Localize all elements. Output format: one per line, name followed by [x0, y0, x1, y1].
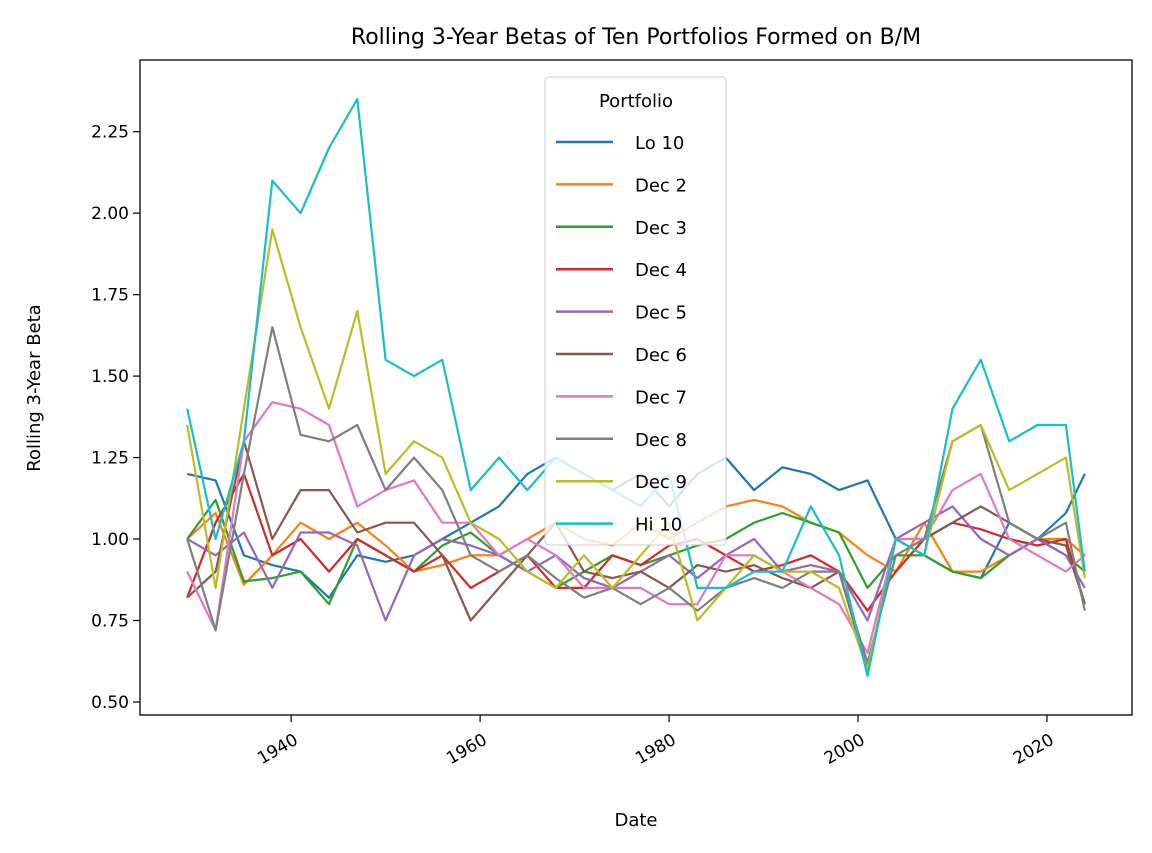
y-axis: 0.50 0.75 1.00 1.25 1.50 1.75 2.00 2.25 [91, 123, 140, 713]
legend-title: Portfolio [599, 91, 673, 112]
legend-item: Dec 7 [556, 387, 687, 408]
legend-label: Dec 7 [635, 387, 687, 408]
x-tick-label: 1960 [443, 730, 490, 769]
x-tick-label: 2000 [821, 730, 868, 769]
y-tick-label: 1.75 [91, 286, 129, 306]
legend-item: Dec 2 [556, 175, 687, 196]
series-line-dec-7 [186, 401, 1086, 655]
legend-label: Hi 10 [635, 515, 682, 536]
legend-label: Dec 9 [635, 472, 687, 493]
y-tick-label: 0.75 [91, 611, 129, 631]
legend-item: Dec 5 [556, 303, 687, 324]
legend-label: Dec 5 [635, 303, 687, 324]
plot-frame [139, 59, 1133, 716]
legend: Portfolio Lo 10 Dec 2 Dec 3 Dec 4 Dec 5 Dec 6… [544, 76, 727, 546]
legend-item: Hi 10 [556, 515, 682, 536]
y-tick-label: 2.00 [91, 204, 129, 224]
series-line-dec-8 [186, 326, 1086, 665]
legend-label: Dec 4 [635, 260, 687, 281]
x-tick-label: 2020 [1010, 730, 1057, 769]
x-axis-label: Date [614, 810, 657, 831]
legend-label: Dec 2 [635, 175, 687, 196]
series-line-dec-9 [186, 228, 1086, 671]
y-tick-label: 2.25 [91, 123, 129, 143]
chart-title: Rolling 3-Year Betas of Ten Portfolios F… [351, 25, 921, 50]
y-axis-label: Rolling 3-Year Beta [24, 304, 45, 471]
series-lines [186, 97, 1086, 678]
legend-item: Dec 8 [556, 430, 687, 451]
x-tick-label: 1980 [632, 730, 679, 769]
legend-item: Dec 9 [556, 472, 687, 493]
x-axis: 1940 1960 1980 2000 2020 [254, 715, 1057, 769]
x-tick-label: 1940 [254, 730, 301, 769]
series-line-dec-6 [186, 440, 1086, 671]
legend-item: Dec 4 [556, 260, 687, 281]
legend-label: Dec 8 [635, 430, 687, 451]
legend-item: Dec 6 [556, 345, 687, 366]
legend-item: Lo 10 [556, 133, 684, 154]
legend-label: Dec 3 [635, 218, 687, 239]
y-tick-label: 0.50 [91, 693, 129, 713]
y-tick-label: 1.00 [91, 530, 129, 550]
legend-label: Lo 10 [635, 133, 684, 154]
y-tick-label: 1.25 [91, 449, 129, 469]
legend-item: Dec 3 [556, 218, 687, 239]
y-tick-label: 1.50 [91, 367, 129, 387]
legend-box [544, 76, 727, 546]
legend-label: Dec 6 [635, 345, 687, 366]
